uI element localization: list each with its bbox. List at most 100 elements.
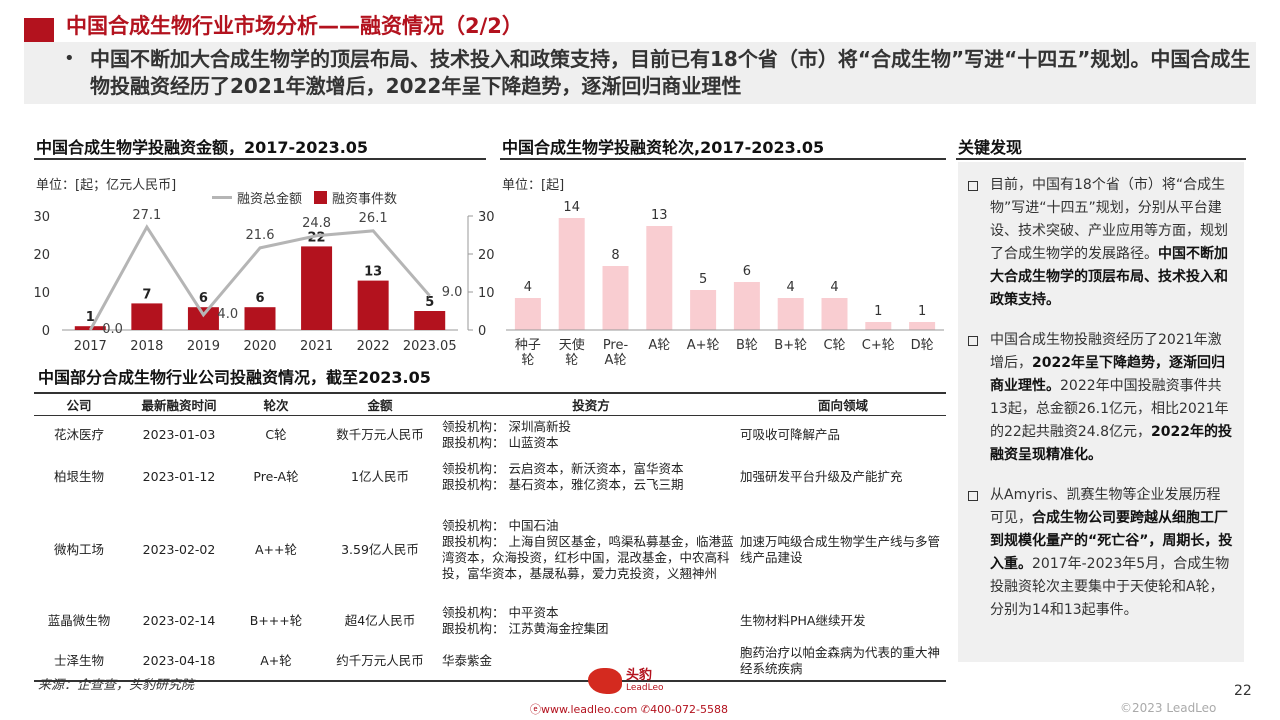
- x-tick-label: 2019: [187, 339, 220, 354]
- bar-value-label: 6: [199, 291, 208, 306]
- amount-cell: 1亿人民币: [351, 469, 409, 484]
- investor-line: 领投机构： 中平资本: [442, 605, 559, 620]
- x-tick-label: 2020: [243, 339, 276, 354]
- investor-line: 领投机构： 云启资本，新沃资本，富华资本: [442, 461, 684, 476]
- legend-bar-swatch: [314, 191, 328, 204]
- investors-cell: 领投机构： 云启资本，新沃资本，富华资本 跟投机构： 基石资本，雅亿资本，云飞三…: [442, 455, 740, 499]
- finding-emphasis: 合成生物公司要跨越从细胞工厂到规模化量产的“死亡谷”，周期长，投入重。: [990, 510, 1233, 572]
- line-value-label: 24.8: [302, 216, 331, 231]
- table-row: 蓝晶微生物 2023-02-14 B+++轮 超4亿人民币 领投机构： 中平资本…: [34, 601, 946, 641]
- table-header-cell: 投资方: [442, 392, 740, 416]
- investors-cell: 华泰紫金: [442, 641, 740, 682]
- summary-box: • 中国不断加大合成生物学的顶层布局、技术投入和政策支持，目前已有18个省（市）…: [24, 42, 1256, 104]
- date-cell: 2023-02-14: [142, 613, 216, 628]
- findings-panel: 目前，中国有18个省（市）将“合成生物”写进“十四五”规划，分别从平台建设、技术…: [958, 162, 1244, 662]
- table-header-cell: 面向领域: [740, 392, 946, 416]
- finding-item: 中国合成生物投融资经历了2021年激增后，2022年呈下降趋势，逐渐回归商业理性…: [966, 329, 1234, 467]
- y2-tick-label: 30: [478, 210, 495, 225]
- x-tick-label: 2018: [130, 339, 163, 354]
- funding-count-bar: [187, 307, 219, 330]
- y-tick-label: 0: [42, 324, 50, 339]
- bar-value-label: 4: [524, 280, 532, 295]
- round-bar: [602, 266, 629, 330]
- funding-count-bar: [131, 303, 163, 330]
- bar-value-label: 5: [425, 295, 434, 310]
- date-cell: 2023-01-03: [142, 427, 216, 443]
- page-title: 中国合成生物行业市场分析——融资情况（2/2）: [66, 14, 523, 38]
- finding-emphasis: 2022年的投融资呈现精准化。: [990, 424, 1232, 463]
- date-cell: 2023-01-12: [142, 469, 216, 484]
- left-chart-title: 中国合成生物学投融资金额，2017-2023.05: [36, 138, 369, 157]
- bar-value-label: 6: [743, 264, 751, 279]
- finding-text: 目前，中国有18个省（市）将“合成生物”写进“十四五”规划，分别从平台建设、技术…: [990, 177, 1228, 262]
- table-row: 柏垠生物 2023-01-12 Pre-A轮 1亿人民币 领投机构： 云启资本，…: [34, 455, 946, 499]
- field-cell: 可吸收可降解产品: [740, 427, 841, 443]
- round-bar: [777, 298, 804, 330]
- copyright: ©2023 LeadLeo: [1120, 701, 1217, 715]
- table-row: 微构工场 2023-02-02 A++轮 3.59亿人民币 领投机构： 中国石油…: [34, 499, 946, 601]
- checkbox-bullet-icon: [968, 491, 978, 501]
- funding-count-bar: [357, 280, 389, 330]
- bar-value-label: 13: [364, 265, 382, 280]
- amount-cell: 数千万元人民币: [336, 427, 424, 443]
- x-tick-label: Pre-A轮: [603, 338, 629, 368]
- funding-count-bar: [244, 307, 276, 330]
- bar-value-label: 4: [830, 280, 838, 295]
- x-tick-label: B+轮: [774, 338, 807, 353]
- line-value-label: 0.0: [102, 322, 123, 337]
- investor-line: 跟投机构： 基石资本，雅亿资本，云飞三期: [442, 477, 684, 492]
- finding-text: 2017年-2023年5月，合成生物投融资轮次主要集中于天使轮和A轮，分别为14…: [990, 556, 1230, 618]
- logo-en: LeadLeo: [626, 683, 664, 693]
- investors-cell: 领投机构： 中国石油 跟投机构： 上海自贸区基金，鸣渠私募基金，临港蓝湾资本，众…: [442, 499, 740, 601]
- table-header-cell: 轮次: [234, 392, 318, 416]
- amount-cell: 约千万元人民币: [318, 641, 442, 682]
- line-value-label: 21.6: [246, 228, 275, 243]
- bar-value-label: 14: [563, 200, 580, 215]
- y2-tick-label: 0: [478, 324, 486, 339]
- investor-line: 跟投机构： 上海自贸区基金，鸣渠私募基金，临港蓝湾资本，众海投资，红杉中国，混改…: [442, 534, 734, 581]
- date-cell: 2023-02-02: [142, 542, 216, 557]
- company-cell: 蓝晶微生物: [47, 613, 111, 628]
- round-cell: Pre-A轮: [253, 469, 299, 484]
- field-cell: 加强研发平台升级及产能扩充: [740, 469, 903, 484]
- legend-line-label: 融资总金额: [237, 192, 303, 207]
- x-tick-label: 种子轮: [515, 338, 541, 368]
- round-bar: [514, 298, 541, 330]
- funding-amount-line: [88, 224, 431, 331]
- source-note: 来源：企查查，头豹研究院: [38, 678, 195, 693]
- table-row: 士泽生物 2023-04-18 A+轮 约千万元人民币 华泰紫金 胞药治疗以帕金…: [34, 641, 946, 682]
- funding-amount-chart: 0102030010203012017720186201962020222021…: [33, 208, 495, 354]
- funding-count-bar: [414, 311, 446, 330]
- contact-info: ⓔwww.leadleo.com ✆400-072-5588: [530, 703, 729, 716]
- findings-title: 关键发现: [958, 138, 1023, 157]
- y2-tick-label: 20: [478, 248, 495, 263]
- investor-line: 华泰紫金: [442, 652, 493, 668]
- x-tick-label: 2022: [357, 339, 390, 354]
- company-cell: 微构工场: [53, 542, 104, 557]
- table-header-cell: 公司: [34, 392, 124, 416]
- checkbox-bullet-icon: [968, 336, 978, 346]
- finding-item: 目前，中国有18个省（市）将“合成生物”写进“十四五”规划，分别从平台建设、技术…: [966, 174, 1234, 312]
- y-tick-label: 10: [33, 286, 50, 301]
- investor-line: 领投机构： 深圳高新投: [442, 419, 571, 435]
- finding-text: 2022年中国投融资事件共13起，总金额26.1亿元，相比2021年的22起共融…: [990, 378, 1229, 440]
- investment-table: 公司 最新融资时间 轮次 金额 投资方 面向领域 花沐医疗 2023-01-03…: [34, 392, 946, 682]
- amount-cell: 超4亿人民币: [344, 613, 416, 628]
- line-value-label: 26.1: [359, 211, 388, 226]
- y-tick-label: 20: [33, 248, 50, 263]
- investor-line: 跟投机构： 江苏黄海金控集团: [442, 621, 609, 636]
- x-tick-label: A轮: [648, 338, 670, 353]
- round-bar: [865, 322, 892, 330]
- bar-value-label: 5: [699, 272, 707, 287]
- checkbox-bullet-icon: [968, 181, 978, 191]
- table-header-row: 公司 最新融资时间 轮次 金额 投资方 面向领域: [34, 392, 946, 416]
- logo-cn: 头豹: [626, 668, 653, 683]
- x-tick-label: A+轮: [687, 338, 720, 353]
- amount-cell: 3.59亿人民币: [341, 542, 419, 557]
- left-chart-legend: 融资总金额 融资事件数: [212, 188, 397, 207]
- x-tick-label: 2023.05: [403, 339, 457, 354]
- mid-chart-divider: [500, 158, 946, 160]
- bar-value-label: 1: [918, 304, 926, 319]
- x-tick-label: B轮: [736, 338, 758, 353]
- bar-value-label: 6: [255, 291, 264, 306]
